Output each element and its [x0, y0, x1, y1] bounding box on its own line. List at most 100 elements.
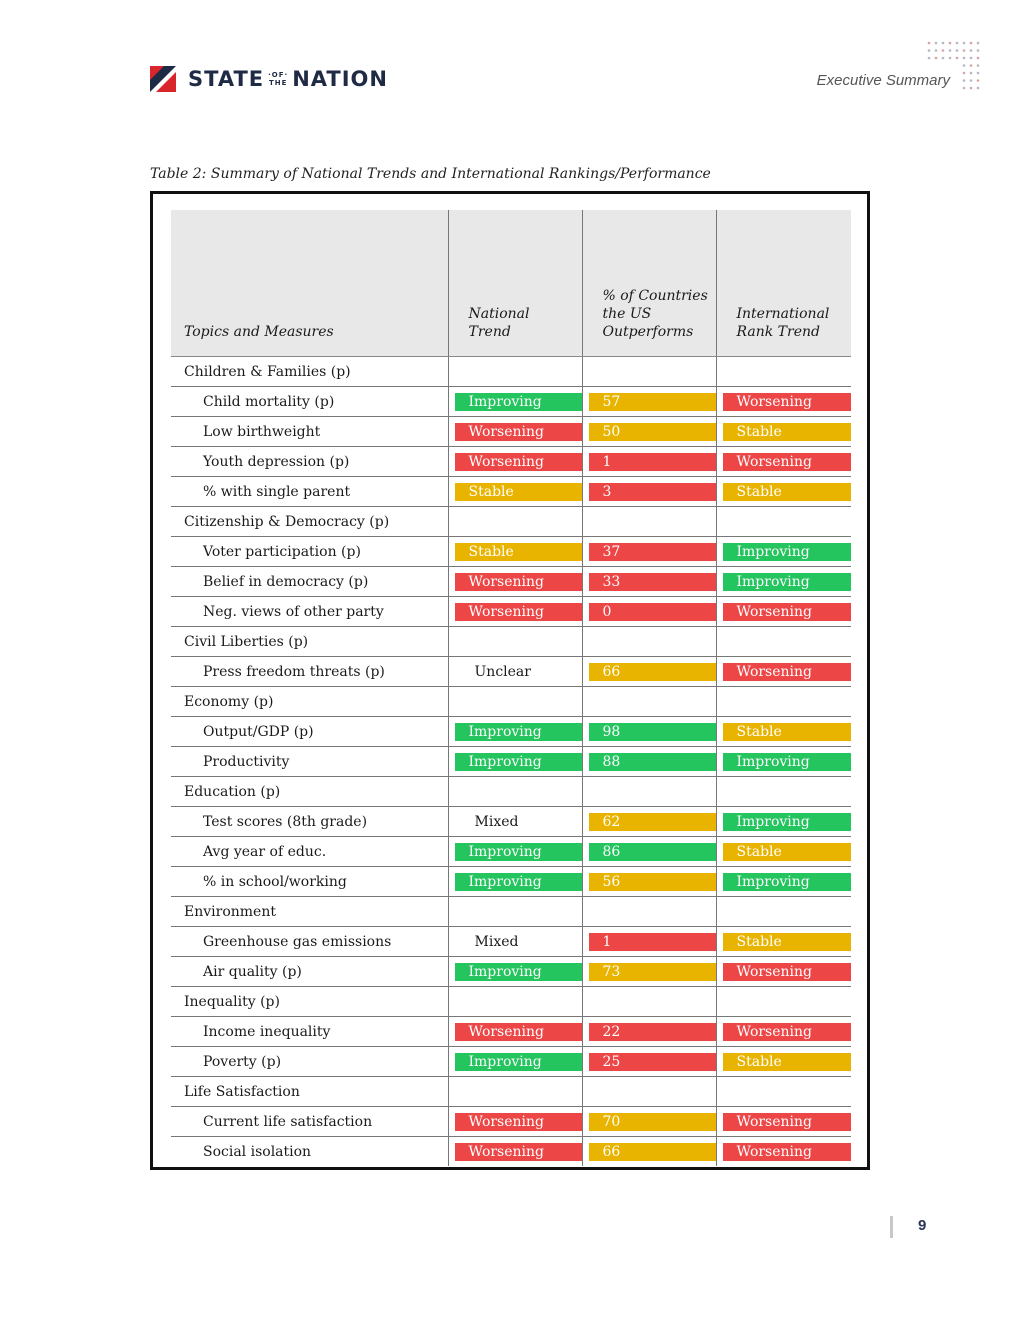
- summary-table: Topics and Measures National Trend % of …: [171, 210, 851, 1166]
- intl-rank-trend-cell: Stable: [715, 716, 851, 747]
- table-header-row: Topics and Measures National Trend % of …: [171, 210, 851, 357]
- status-badge: Worsening: [454, 452, 582, 471]
- pct-outperforms-cell: 88: [581, 746, 716, 777]
- national-trend-cell: [447, 686, 582, 717]
- status-badge: Worsening: [722, 602, 851, 621]
- pct-outperforms-cell: 86: [581, 836, 716, 867]
- national-trend-cell: Stable: [447, 476, 582, 507]
- topic-label: Citizenship & Democracy (p): [171, 506, 448, 537]
- pct-outperforms-cell: [581, 506, 716, 537]
- status-badge: Improving: [454, 722, 582, 741]
- national-trend-cell: [447, 626, 582, 657]
- header-national-trend: National Trend: [447, 210, 582, 357]
- status-badge: Worsening: [722, 1112, 851, 1131]
- header-intl-rank-trend: International Rank Trend: [715, 210, 851, 357]
- status-badge: 33: [588, 572, 716, 591]
- header-pct-outperforms: % of Countries the US Outperforms: [581, 210, 716, 357]
- national-trend-cell: [447, 986, 582, 1017]
- status-badge: Worsening: [454, 1112, 582, 1131]
- status-badge: Improving: [722, 872, 851, 891]
- topic-label: Education (p): [171, 776, 448, 807]
- pct-outperforms-cell: 1: [581, 926, 716, 957]
- table-row: Greenhouse gas emissions Mixed 1 Stable: [171, 926, 851, 957]
- topic-row: Civil Liberties (p): [171, 626, 851, 657]
- table-row: % with single parent Stable 3 Stable: [171, 476, 851, 507]
- pct-outperforms-cell: 22: [581, 1016, 716, 1047]
- logo-of: ·OF·: [268, 71, 289, 79]
- measure-label: Productivity: [171, 746, 448, 777]
- table-row: Air quality (p) Improving 73 Worsening: [171, 956, 851, 987]
- measure-label: Current life satisfaction: [171, 1106, 448, 1137]
- national-trend-cell: Improving: [447, 1046, 582, 1077]
- status-badge: Stable: [722, 722, 851, 741]
- table-row: Youth depression (p) Worsening 1 Worsening: [171, 446, 851, 477]
- pct-outperforms-cell: 33: [581, 566, 716, 597]
- intl-rank-trend-cell: Improving: [715, 866, 851, 897]
- status-badge: Improving: [454, 392, 582, 411]
- table-row: Poverty (p) Improving 25 Stable: [171, 1046, 851, 1077]
- table-row: Current life satisfaction Worsening 70 Wors…: [171, 1106, 851, 1137]
- table-row: Child mortality (p) Improving 57 Worsening: [171, 386, 851, 417]
- measure-label: Air quality (p): [171, 956, 448, 987]
- brand-logo: STATE ·OF· THE NATION: [150, 66, 388, 92]
- status-badge: Worsening: [454, 602, 582, 621]
- status-badge: Improving: [454, 842, 582, 861]
- national-trend-cell: Improving: [447, 716, 582, 747]
- status-badge: 66: [588, 1142, 716, 1161]
- topic-row: Education (p): [171, 776, 851, 807]
- national-trend-cell: Unclear: [447, 656, 582, 687]
- national-trend-cell: Worsening: [447, 1106, 582, 1137]
- logo-mark-icon: [150, 66, 176, 92]
- national-trend-cell: Worsening: [447, 1136, 582, 1166]
- intl-rank-trend-cell: Worsening: [715, 1136, 851, 1166]
- table-row: Neg. views of other party Worsening 0 Worse…: [171, 596, 851, 627]
- status-badge: Worsening: [722, 962, 851, 981]
- status-badge: Improving: [454, 752, 582, 771]
- status-badge: Worsening: [722, 1022, 851, 1041]
- section-label: Executive Summary: [816, 72, 950, 89]
- status-badge: 37: [588, 542, 716, 561]
- status-badge: 1: [588, 452, 716, 471]
- national-trend-cell: Worsening: [447, 446, 582, 477]
- status-badge: Worsening: [454, 422, 582, 441]
- measure-label: Output/GDP (p): [171, 716, 448, 747]
- status-badge: Stable: [722, 932, 851, 951]
- measure-label: Income inequality: [171, 1016, 448, 1047]
- status-badge: Improving: [722, 812, 851, 831]
- table-row: Voter participation (p) Stable 37 Improving: [171, 536, 851, 567]
- pct-outperforms-cell: 56: [581, 866, 716, 897]
- topic-label: Children & Families (p): [171, 356, 448, 387]
- intl-rank-trend-cell: Improving: [715, 536, 851, 567]
- status-badge: 25: [588, 1052, 716, 1071]
- topic-label: Life Satisfaction: [171, 1076, 448, 1107]
- measure-label: Test scores (8th grade): [171, 806, 448, 837]
- pct-outperforms-cell: 70: [581, 1106, 716, 1137]
- national-trend-cell: [447, 896, 582, 927]
- national-trend-cell: [447, 1076, 582, 1107]
- status-badge: Worsening: [722, 392, 851, 411]
- pct-outperforms-cell: 62: [581, 806, 716, 837]
- national-trend-cell: Worsening: [447, 1016, 582, 1047]
- logo-of-the: ·OF· THE: [268, 71, 288, 87]
- logo-the: THE: [268, 79, 288, 87]
- intl-rank-trend-cell: [715, 986, 851, 1017]
- status-badge: Stable: [454, 542, 582, 561]
- status-badge: Improving: [722, 752, 851, 771]
- topic-row: Environment: [171, 896, 851, 927]
- status-badge: Stable: [454, 482, 582, 501]
- status-badge: 86: [588, 842, 716, 861]
- national-trend-cell: Improving: [447, 746, 582, 777]
- pct-outperforms-cell: 0: [581, 596, 716, 627]
- intl-rank-trend-cell: Stable: [715, 836, 851, 867]
- intl-rank-trend-cell: Stable: [715, 1046, 851, 1077]
- status-text: Mixed: [474, 813, 519, 830]
- topic-row: Life Satisfaction: [171, 1076, 851, 1107]
- pct-outperforms-cell: 66: [581, 1136, 716, 1166]
- table-row: Test scores (8th grade) Mixed 62 Improving: [171, 806, 851, 837]
- status-badge: 50: [588, 422, 716, 441]
- intl-rank-trend-cell: Worsening: [715, 446, 851, 477]
- pct-outperforms-cell: 3: [581, 476, 716, 507]
- table-row: Output/GDP (p) Improving 98 Stable: [171, 716, 851, 747]
- intl-rank-trend-cell: Improving: [715, 566, 851, 597]
- topic-row: Inequality (p): [171, 986, 851, 1017]
